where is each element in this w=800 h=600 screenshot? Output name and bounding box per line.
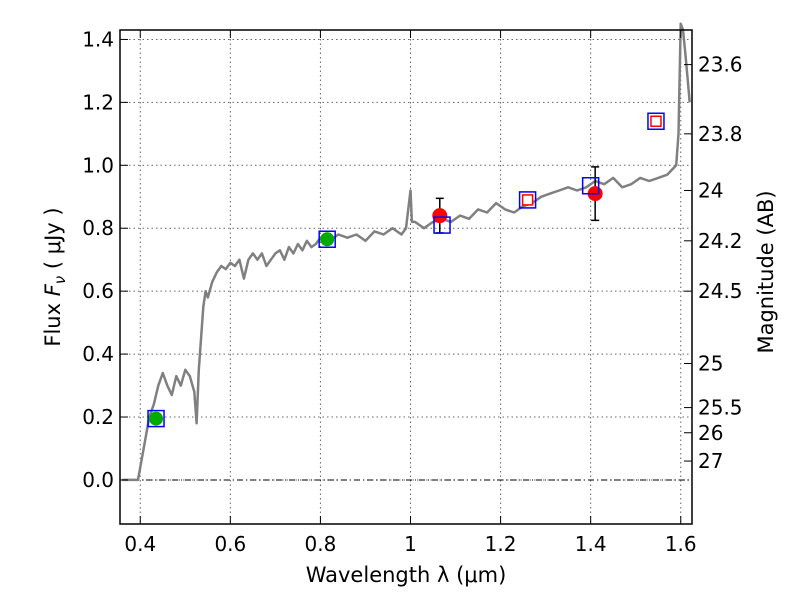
- x-tick-label: 0.8: [305, 532, 337, 556]
- y-tick-label: 0.4: [82, 342, 114, 366]
- gridlines: [120, 30, 692, 524]
- right-tick-label: 24.2: [698, 229, 743, 253]
- ticks-layer: 0.4 0.6 0.8 1 1.2 1.4 1.6 0.0 0.2 0.4 0.6 0.8 1.0 1.2…: [82, 27, 742, 556]
- right-axis-label: Magnitude (AB): [754, 190, 778, 353]
- blue-model-square: [647, 112, 665, 130]
- blue-model-square: [581, 177, 600, 195]
- open-red-square: [650, 115, 662, 127]
- y-tick-label: 0.8: [82, 216, 114, 240]
- right-tick-label: 26: [698, 421, 723, 445]
- right-tick-label: 27: [698, 449, 723, 473]
- y-axis-label-prefix: Flux: [41, 296, 65, 346]
- y-axis-label-symbol: F: [41, 283, 65, 296]
- plot-frame: [119, 29, 693, 525]
- spectrum-line: [122, 22, 691, 482]
- y-tick-label: 1.4: [82, 27, 114, 51]
- right-tick-label: 23.8: [698, 122, 743, 146]
- x-tick-label: 0.4: [124, 532, 156, 556]
- series-layer: [122, 22, 691, 482]
- right-tick-label: 24: [698, 178, 723, 202]
- points-layer: [147, 112, 665, 428]
- y-tick-label: 1.2: [82, 90, 114, 114]
- y-axis-label: Flux Fν ( μJy ): [41, 207, 69, 346]
- right-tick-label: 23.6: [698, 53, 743, 77]
- red-data-point: [432, 208, 448, 224]
- blue-model-square: [147, 409, 165, 428]
- x-tick-label: 0.6: [214, 532, 246, 556]
- y-tick-label: 0.2: [82, 405, 114, 429]
- right-tick-label: 25.5: [698, 396, 743, 420]
- blue-model-square: [318, 230, 336, 248]
- open-red-square: [521, 194, 534, 206]
- blue-model-square: [433, 216, 451, 234]
- x-tick-label: 1.6: [665, 532, 697, 556]
- green-data-point: [149, 411, 164, 426]
- x-tick-label: 1.2: [485, 532, 517, 556]
- y-tick-label: 0.6: [82, 279, 114, 303]
- x-axis-label: Wavelength λ (μm): [306, 563, 507, 587]
- y-tick-label: 0.0: [82, 468, 114, 492]
- right-tick-label: 24.5: [698, 279, 743, 303]
- blue-model-square: [518, 191, 537, 209]
- x-tick-label: 1.4: [575, 532, 607, 556]
- right-tick-label: 25: [698, 352, 723, 376]
- x-tick-label: 1: [404, 532, 417, 556]
- y-axis-label-suffix: ( μJy ): [41, 207, 65, 275]
- y-axis-label-subscript: ν: [51, 276, 69, 284]
- y-tick-label: 1.0: [82, 153, 114, 177]
- green-data-point: [320, 232, 335, 247]
